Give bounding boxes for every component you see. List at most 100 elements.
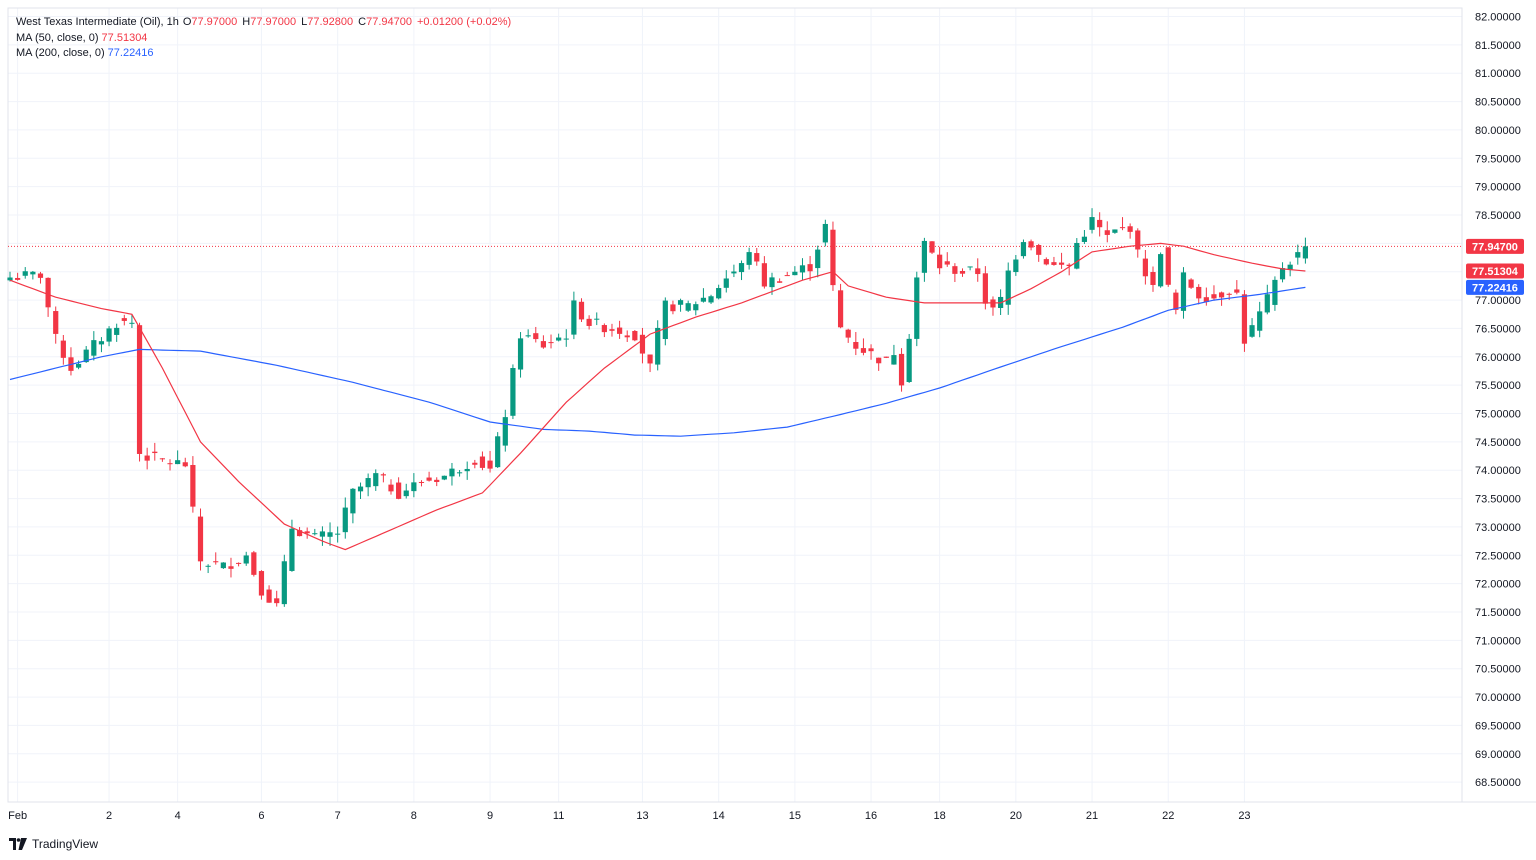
y-tick-label: 74.50000 — [1475, 437, 1521, 449]
candle-body — [205, 565, 211, 567]
candle-body — [1188, 279, 1194, 288]
candle-body — [274, 598, 280, 604]
close-key: C — [358, 16, 367, 28]
candle-body — [1058, 262, 1065, 265]
candle-body — [898, 353, 905, 386]
candle-body — [365, 478, 371, 488]
y-tick-label: 82.00000 — [1475, 12, 1521, 24]
candle-body — [1119, 227, 1126, 229]
x-tick-label: 9 — [487, 810, 493, 822]
candle-body — [799, 265, 806, 273]
candle-body — [853, 342, 859, 349]
candle-body — [167, 463, 173, 465]
candle-body — [243, 555, 249, 564]
candle-body — [975, 268, 981, 275]
candle-body — [236, 562, 242, 564]
candle-body — [1043, 259, 1049, 265]
legend-ma200-row[interactable]: MA (200, close, 0) 77.22416 — [16, 46, 511, 62]
ma50-value: 77.51304 — [101, 31, 148, 44]
candle-body — [1051, 262, 1057, 265]
y-tick-label: 79.50000 — [1475, 153, 1521, 165]
candle-body — [952, 266, 958, 274]
y-tick-label: 72.00000 — [1475, 579, 1521, 591]
price-axis[interactable]: 68.50000 69.00000 69.50000 70.00000 70.50000… — [1475, 12, 1521, 790]
candle-body — [716, 288, 722, 299]
candle-body — [1127, 226, 1133, 232]
candle-body — [868, 348, 874, 352]
open-value: 77.97000 — [191, 16, 238, 28]
y-tick-label: 79.00000 — [1475, 182, 1521, 194]
x-tick-label: 4 — [175, 810, 181, 822]
tradingview-logo[interactable]: TradingView — [9, 837, 98, 851]
x-tick-label: 18 — [934, 810, 946, 822]
candle-body — [1287, 264, 1293, 270]
ma200-price-tag: 77.22416 — [1466, 279, 1524, 295]
candle-body — [296, 530, 303, 537]
candle-body — [472, 462, 478, 465]
candle-body — [708, 296, 714, 303]
y-tick-label: 80.00000 — [1475, 125, 1521, 137]
candle-body — [418, 481, 425, 483]
symbol-label[interactable]: West Texas Intermediate (Oil), 1h — [16, 16, 179, 28]
y-tick-label: 71.50000 — [1475, 607, 1521, 619]
candle-body — [1211, 294, 1217, 299]
candle-body — [1295, 252, 1301, 258]
x-tick-label: 21 — [1086, 810, 1098, 822]
candle-body — [1112, 229, 1118, 233]
x-tick-label: 6 — [258, 810, 264, 822]
candle-body — [251, 552, 257, 575]
chart-legend[interactable]: West Texas Intermediate (Oil), 1h O 77.97… — [16, 15, 511, 62]
candles — [7, 208, 1308, 607]
ma50-price-tag: 77.51304 — [1466, 263, 1524, 279]
candle-body — [609, 329, 615, 331]
candle-body — [959, 270, 966, 274]
y-tick-label: 69.00000 — [1475, 749, 1521, 761]
candle-body — [578, 301, 585, 320]
candle-body — [1005, 270, 1011, 305]
y-tick-label: 68.50000 — [1475, 777, 1521, 789]
x-tick-label: 15 — [789, 810, 801, 822]
candle-body — [662, 300, 668, 340]
candle-body — [1241, 294, 1248, 344]
candle-body — [45, 277, 51, 308]
candle-body — [396, 482, 402, 499]
time-axis[interactable]: Feb 2 4 6 7 8 9 11 13 14 15 16 18 20 21 22 23 — [8, 810, 1250, 822]
ma50-line — [9, 242, 1306, 551]
candle-body — [266, 589, 272, 603]
candle-body — [1158, 254, 1164, 287]
y-tick-label: 76.50000 — [1475, 323, 1521, 335]
candle-body — [647, 354, 653, 364]
candle-body — [312, 533, 318, 535]
candle-body — [319, 531, 326, 537]
candle-body — [464, 468, 470, 472]
grid-lines — [8, 8, 1462, 802]
candle-body — [7, 277, 13, 281]
candle-body — [1165, 247, 1171, 285]
candle-body — [906, 338, 912, 382]
ma200-label: MA (200, close, 0) — [16, 47, 105, 59]
candle-body — [556, 337, 562, 341]
candle-body — [426, 477, 432, 481]
candle-body — [1203, 297, 1209, 303]
candle-body — [258, 571, 265, 596]
y-tick-label: 73.00000 — [1475, 522, 1521, 534]
candle-body — [510, 368, 516, 416]
candle-body — [1081, 236, 1088, 242]
candle-body — [594, 318, 600, 320]
candle-body — [30, 271, 36, 275]
candle-body — [83, 349, 89, 363]
candle-body — [190, 464, 196, 507]
candle-body — [982, 273, 988, 304]
candle-body — [738, 263, 745, 273]
open-key: O — [182, 16, 192, 28]
candle-body — [144, 455, 150, 461]
candle-body — [152, 451, 158, 454]
candle-body — [114, 327, 120, 335]
candle-body — [1150, 272, 1156, 285]
x-tick-label: 11 — [553, 810, 564, 822]
candle-body — [1180, 272, 1187, 311]
y-tick-label: 72.50000 — [1475, 550, 1521, 562]
x-tick-label: 14 — [713, 810, 725, 822]
legend-ma50-row[interactable]: MA (50, close, 0) 77.51304 — [16, 31, 511, 47]
